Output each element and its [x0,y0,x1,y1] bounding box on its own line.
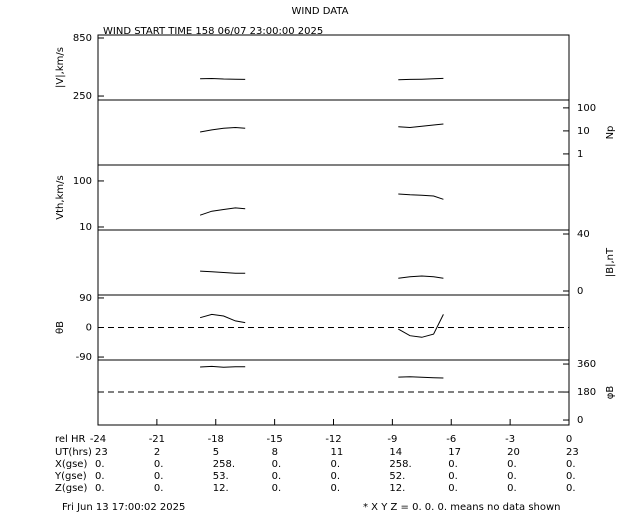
row-cell: 0. [448,471,458,482]
row-cell: 0. [95,483,105,494]
y-tick-label: 100 [577,103,596,114]
row-cell: 0. [154,459,164,470]
y-axis-label: θB [55,321,66,334]
row-cell: 12. [213,483,229,494]
row-cell: 5 [213,447,219,458]
row-cell: 0. [95,459,105,470]
row-cell: 0. [566,483,576,494]
y-tick-label: -90 [76,352,92,363]
y-tick-label: 10 [79,222,92,233]
y-tick-label: 0 [577,286,583,297]
row-cell: 0. [331,471,341,482]
panel-frame [97,34,570,101]
row-cell: 17 [448,447,461,458]
row-label: X(gse) [55,459,87,470]
x-tick-label: -3 [505,434,515,445]
row-cell: 0. [507,483,517,494]
x-tick-label: -9 [387,434,397,445]
y-axis-label: Np [605,126,616,140]
row-cell: 52. [389,471,405,482]
y-tick-label: 360 [577,359,596,370]
data-line [199,313,444,338]
y-tick-label: 100 [73,176,92,187]
subtitle: WIND START TIME 158 06/07 23:00:00 2025 [103,26,323,37]
y-tick-label: 0 [86,323,92,334]
row-cell: 0. [272,483,282,494]
row-cell: 11 [331,447,344,458]
data-line [200,77,444,81]
footer-right: * X Y Z = 0. 0. 0. means no data shown [363,502,561,512]
y-tick-label: 180 [577,387,596,398]
row-cell: 0. [95,471,105,482]
x-tick-label: -12 [325,434,341,445]
row-cell: 14 [389,447,402,458]
row-cell: 0. [272,471,282,482]
y-axis-label: |V|,km/s [55,47,66,88]
data-line [200,365,444,379]
y-axis-label: φB [605,386,616,400]
row-cell: 0. [331,483,341,494]
row-cell: 23 [566,447,579,458]
row-cell: 12. [389,483,405,494]
x-tick-label: -24 [90,434,106,445]
x-axis-label: rel HR [55,434,86,445]
y-axis-label: Vth,km/s [55,175,66,219]
panel-frame [97,229,570,296]
row-cell: 0. [448,483,458,494]
y-tick-label: 250 [73,91,92,102]
footer-left: Fri Jun 13 17:00:02 2025 [62,502,185,512]
y-tick-label: 10 [577,126,590,137]
data-line [200,270,444,279]
panel-frame [97,164,570,231]
row-cell: 0. [507,471,517,482]
row-cell: 23 [95,447,108,458]
row-label: Z(gse) [55,483,87,494]
y-tick-label: 40 [577,229,590,240]
y-tick-label: 850 [73,33,92,44]
row-cell: 0. [566,459,576,470]
panel-frame [97,99,570,166]
y-tick-label: 90 [79,293,92,304]
row-cell: 0. [331,459,341,470]
row-cell: 0. [448,459,458,470]
x-tick-label: -15 [266,434,282,445]
row-cell: 20 [507,447,520,458]
x-tick-label: 0 [566,434,572,445]
row-label: Y(gse) [54,471,87,482]
y-tick-label: 0 [577,415,583,426]
row-cell: 2 [154,447,160,458]
y-tick-label: 1 [577,149,583,160]
x-tick-label: -18 [208,434,224,445]
title: WIND DATA [292,6,349,17]
row-cell: 0. [507,459,517,470]
row-cell: 53. [213,471,229,482]
row-cell: 0. [154,471,164,482]
row-label: UT(hrs) [55,447,92,458]
data-line [200,123,444,133]
row-cell: 8 [272,447,278,458]
row-cell: 0. [154,483,164,494]
row-cell: 258. [213,459,235,470]
x-tick-label: -21 [149,434,165,445]
row-cell: 0. [566,471,576,482]
row-cell: 0. [272,459,282,470]
y-axis-label: |B|,nT [605,247,616,277]
data-line [199,193,444,216]
x-tick-label: -6 [446,434,456,445]
row-cell: 258. [389,459,411,470]
